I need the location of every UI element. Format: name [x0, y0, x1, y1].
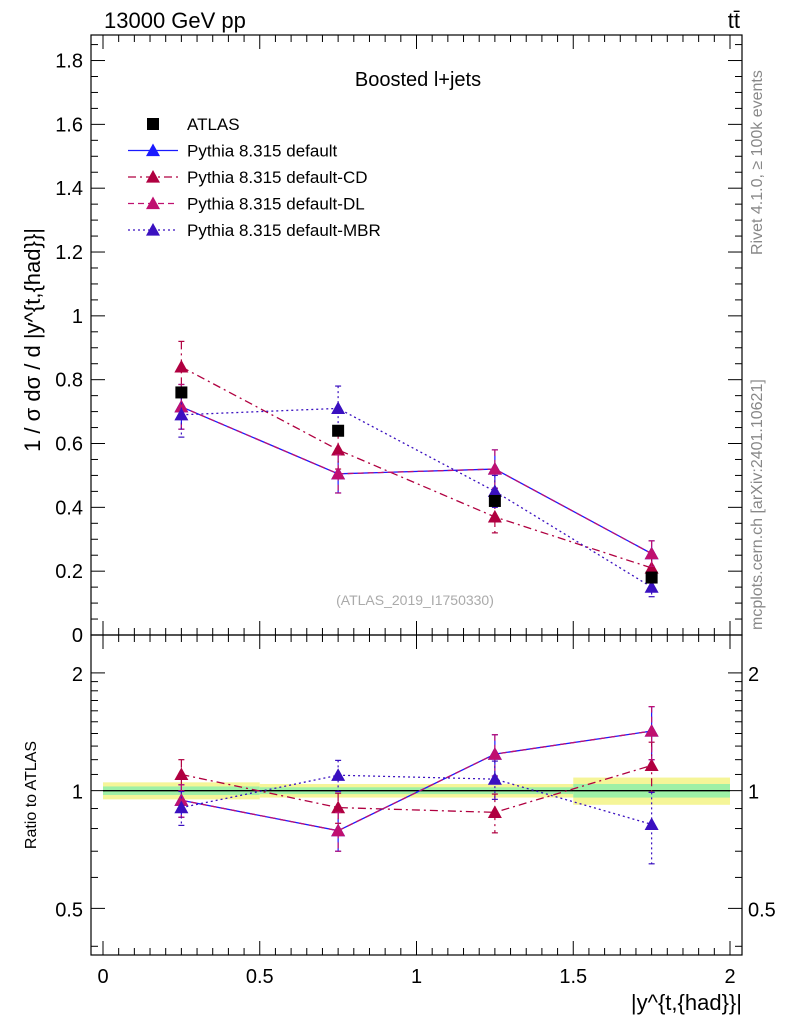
main-data-point [488, 494, 501, 507]
y-tick-label: 1 [72, 306, 83, 328]
main-series-pythia-8-315-default-cd [174, 340, 659, 579]
ratio-plot-panel: 0.5 0.5 1 1 2 2 0 0.5 1 1.5 2 Ratio to ATLAS [23, 634, 776, 988]
ratio-y-tick-label: 1 [72, 782, 83, 804]
legend-marker [146, 143, 160, 157]
y-tick-label: 1.2 [55, 242, 83, 264]
main-data-point [174, 399, 189, 413]
legend-label: ATLAS [187, 115, 240, 134]
y-tick-label: 0.8 [55, 370, 83, 392]
main-series-line [181, 406, 652, 555]
y-axis-label-main: 1 / σ dσ / d |y^{t,{had}}| [20, 228, 45, 452]
legend-marker [146, 196, 160, 210]
ratio-series-line [181, 764, 652, 814]
y-tick-label: 0 [72, 625, 83, 647]
main-data-point [331, 442, 346, 456]
source-label: mcplots.cern.ch [arXiv:2401.10621] [749, 379, 766, 630]
process-label: tt̄ [728, 8, 740, 33]
main-axis-ticks: 0 0.2 0.4 0.6 0.8 1 1.2 1.4 1.6 1.8 [55, 35, 742, 647]
ratio-reference-band [103, 777, 730, 805]
legend-item: Pythia 8.315 default-DL [128, 195, 365, 214]
legend-item: Pythia 8.315 default-CD [128, 168, 368, 187]
analysis-tag: (ATLAS_2019_I1750330) [336, 592, 494, 608]
x-tick-label: 1 [411, 966, 422, 988]
y-tick-label: 0.6 [55, 434, 83, 456]
ratio-y-tick-label: 0.5 [55, 899, 83, 921]
ratio-data-point [331, 823, 346, 837]
legend-item: Pythia 8.315 default-MBR [128, 221, 381, 240]
main-data-point [487, 509, 502, 523]
ratio-y-tick-label-right: 0.5 [748, 899, 776, 921]
ratio-y-tick-label-right: 1 [748, 782, 759, 804]
ratio-data-point [644, 758, 659, 772]
main-data-point [645, 571, 658, 584]
main-data-point [644, 580, 659, 593]
main-data-point [331, 466, 346, 480]
chart-title: Boosted l+jets [355, 69, 481, 91]
legend-item: ATLAS [147, 115, 240, 134]
main-series-atlas [175, 386, 658, 584]
y-tick-label: 1.6 [55, 114, 83, 136]
x-axis-label: |y^{t,{had}}| [631, 990, 742, 1015]
y-tick-label: 0.2 [55, 561, 83, 583]
ratio-axis-ticks: 0.5 0.5 1 1 2 2 0 0.5 1 1.5 2 [55, 635, 776, 988]
ratio-series-layer [174, 706, 659, 865]
ratio-data-point [331, 768, 346, 781]
main-series-layer [174, 340, 659, 598]
legend-marker [147, 118, 159, 130]
ratio-y-tick-label: 2 [72, 664, 83, 686]
main-data-point [644, 546, 659, 560]
main-data-point [332, 424, 345, 437]
ratio-data-point [487, 747, 502, 760]
x-tick-label: 0 [97, 966, 108, 988]
energy-label: 13000 GeV pp [104, 8, 246, 33]
x-tick-label: 1.5 [559, 966, 587, 988]
ratio-series-line [181, 774, 652, 825]
x-tick-label: 0.5 [246, 966, 274, 988]
legend-label: Pythia 8.315 default [187, 142, 338, 161]
main-series-pythia-8-315-default-dl [174, 383, 659, 567]
rivet-version-label: Rivet 4.1.0, ≥ 100k events [749, 70, 766, 255]
legend-item: Pythia 8.315 default [128, 142, 338, 161]
legend-marker [146, 223, 160, 236]
main-series-line [181, 407, 652, 588]
ratio-series-pythia-8-315-default-mbr [174, 759, 659, 865]
main-data-point [331, 401, 346, 415]
main-series-line [181, 366, 652, 569]
main-series-pythia-8-315-default-mbr [174, 385, 659, 598]
ratio-y-tick-label-right: 2 [748, 664, 759, 686]
ratio-data-point [487, 772, 502, 785]
ratio-data-point [331, 800, 346, 814]
legend: ATLAS Pythia 8.315 default Pythia 8.315 de… [128, 115, 381, 240]
main-data-point [174, 407, 189, 421]
main-plot-panel: 0 0.2 0.4 0.6 0.8 1 1.2 1.4 1.6 1.8 Boosted l+jet… [20, 34, 743, 647]
ratio-series-pythia-8-315-default-dl [174, 706, 659, 852]
legend-marker [146, 170, 160, 183]
ratio-data-point [174, 793, 189, 806]
main-data-point [644, 560, 659, 574]
y-tick-label: 1.4 [55, 178, 83, 200]
main-data-point [175, 386, 188, 399]
ratio-data-point [487, 805, 502, 818]
legend-label: Pythia 8.315 default-MBR [187, 221, 381, 240]
ratio-data-point [174, 767, 189, 781]
main-data-point [487, 462, 502, 475]
y-axis-label-ratio: Ratio to ATLAS [23, 741, 40, 849]
main-data-point [487, 484, 502, 497]
y-tick-label: 0.4 [55, 497, 83, 519]
y-tick-label: 1.8 [55, 51, 83, 73]
ratio-data-point [644, 817, 659, 830]
ratio-series-line [181, 730, 652, 832]
main-series-line [181, 406, 652, 555]
legend-label: Pythia 8.315 default-DL [187, 195, 365, 214]
x-tick-label: 2 [724, 966, 735, 988]
legend-label: Pythia 8.315 default-CD [187, 168, 368, 187]
ratio-data-point [644, 724, 659, 737]
ratio-data-point [174, 800, 189, 814]
main-data-point [174, 359, 189, 373]
